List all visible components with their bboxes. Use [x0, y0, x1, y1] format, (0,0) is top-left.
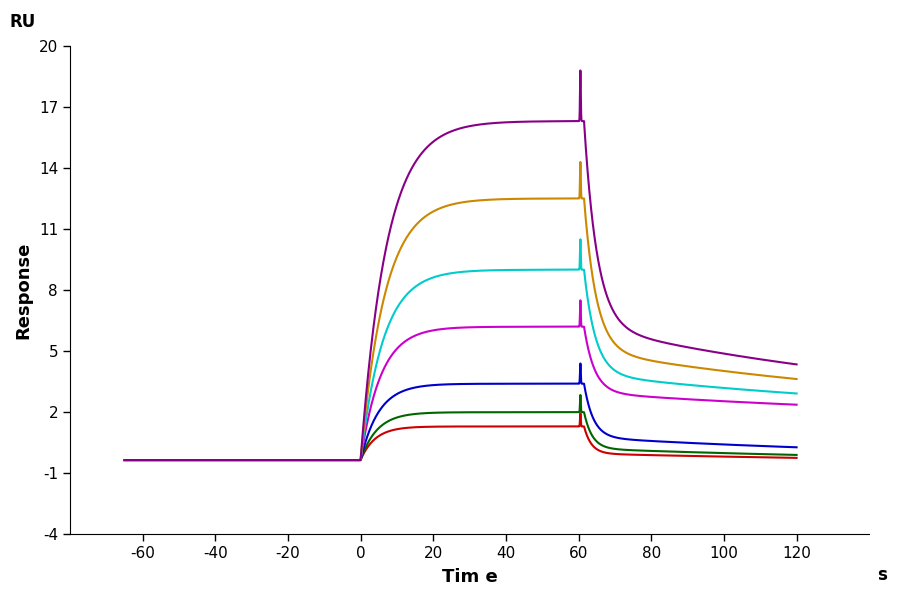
Text: s: s	[878, 566, 887, 584]
Y-axis label: Response: Response	[14, 241, 32, 339]
X-axis label: Tim e: Tim e	[442, 568, 498, 586]
Text: RU: RU	[10, 13, 36, 31]
